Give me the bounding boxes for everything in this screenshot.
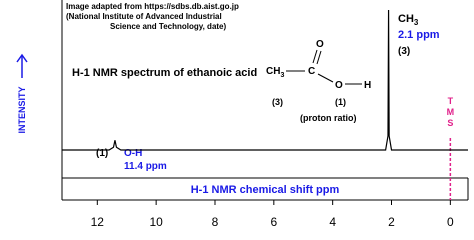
structure-atom: O xyxy=(335,80,343,91)
source-text: (National Institute of Advanced Industri… xyxy=(66,12,222,21)
x-tick-label: 12 xyxy=(91,215,105,229)
peak-shift: 2.1 ppm xyxy=(398,29,440,41)
chart: Image adapted from https://sdbs.db.aist.… xyxy=(0,0,474,233)
chart-title: H-1 NMR spectrum of ethanoic acid xyxy=(72,67,257,79)
proton-ratio-note: (proton ratio) xyxy=(300,113,357,123)
x-tick-label: 2 xyxy=(388,215,395,229)
structure-atom: C xyxy=(308,66,315,77)
bond xyxy=(312,49,318,64)
peak-group: CH3 xyxy=(398,13,419,27)
source-text: Image adapted from https://sdbs.db.aist.… xyxy=(66,2,239,11)
x-tick-label: 6 xyxy=(270,215,277,229)
peak-ratio: (3) xyxy=(398,46,410,57)
background xyxy=(0,0,474,233)
spectrum-line xyxy=(62,9,468,151)
structure-atom: H xyxy=(364,80,371,91)
peak-group: O-H xyxy=(124,148,142,159)
bond xyxy=(317,73,334,83)
source-text: Science and Technology, date) xyxy=(110,22,227,31)
x-tick-label: 0 xyxy=(447,215,454,229)
x-tick-label: 10 xyxy=(149,215,163,229)
y-axis-label: INTENSITY xyxy=(17,86,27,133)
x-tick-label: 8 xyxy=(212,215,219,229)
peak-ratio: (1) xyxy=(96,148,108,159)
structure-atom: CH xyxy=(266,66,280,77)
tms-letter: S xyxy=(447,118,453,128)
x-axis-label: H-1 NMR chemical shift ppm xyxy=(191,184,340,196)
structure-atom: CH3 xyxy=(266,66,284,79)
structure-subscript: 3 xyxy=(280,72,284,79)
proton-ratio: (1) xyxy=(335,97,346,107)
peak-shift: 11.4 ppm xyxy=(124,161,167,172)
bond xyxy=(316,50,322,65)
structure-atom: O xyxy=(316,39,324,50)
tms-letter: T xyxy=(448,96,454,106)
x-tick-label: 4 xyxy=(329,215,336,229)
proton-ratio: (3) xyxy=(272,97,283,107)
peak-group: CH xyxy=(398,13,414,25)
tms-letter: M xyxy=(447,107,455,117)
peak-group-subscript: 3 xyxy=(414,18,419,27)
intensity-arrowhead xyxy=(16,53,28,63)
